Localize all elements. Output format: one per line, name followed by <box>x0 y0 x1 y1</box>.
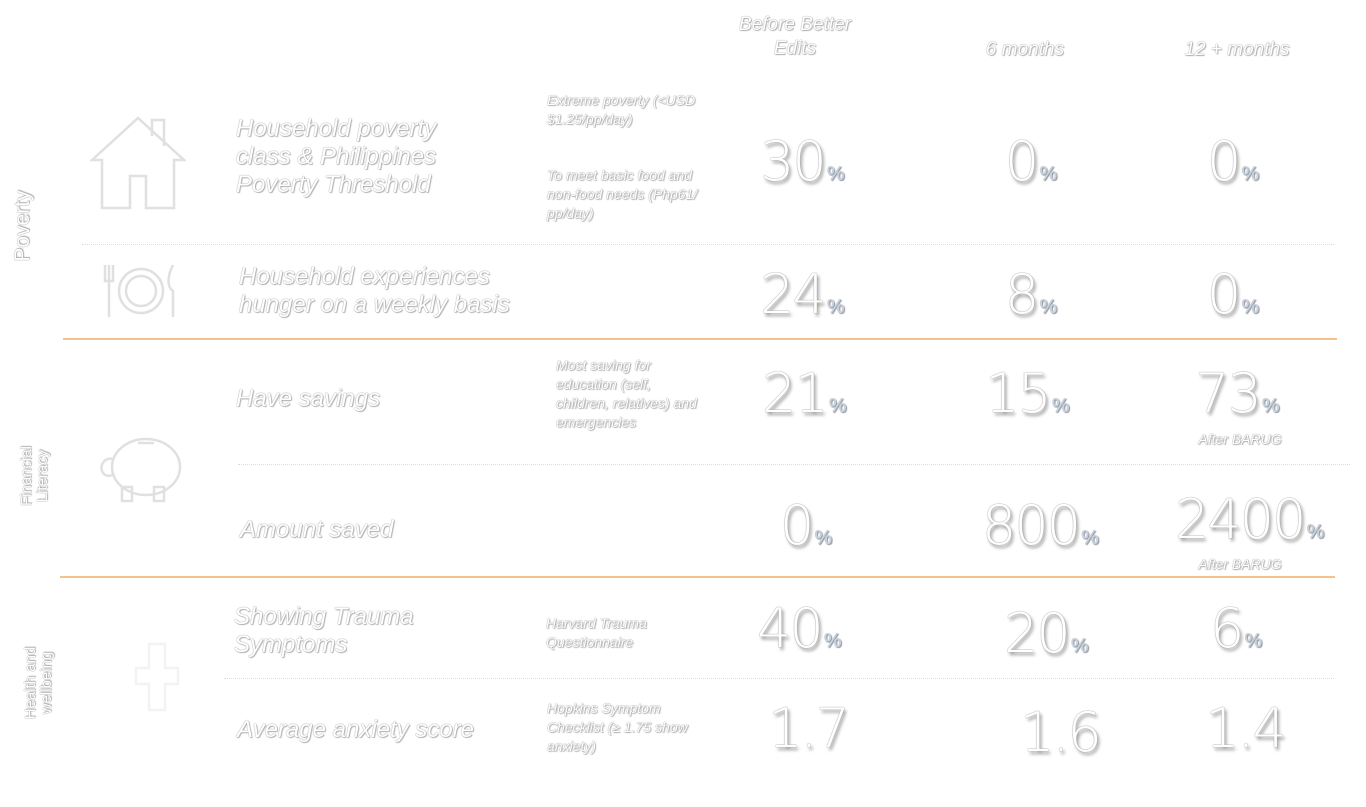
stat-amount-12-months: 2400% <box>1175 488 1324 551</box>
stat-anxiety-12-months: 1.4 <box>1205 697 1287 760</box>
stat-value: 0 <box>1207 263 1241 326</box>
section-label-poverty: Poverty <box>11 190 34 262</box>
stat-value: 1.6 <box>1020 701 1102 764</box>
stat-hunger-6-months: 8% <box>1005 263 1057 326</box>
row-label-hunger: Household experiences hunger on a weekly… <box>239 263 510 318</box>
after-barug-note: After BARUG <box>1198 431 1282 447</box>
percent-sign: % <box>1070 635 1089 657</box>
stat-value: 30 <box>760 130 827 193</box>
stat-value: 24 <box>760 263 827 326</box>
stat-hunger-12-months: 0% <box>1207 263 1259 326</box>
stat-value: 0 <box>1207 130 1241 193</box>
stat-value: 1.4 <box>1205 697 1287 760</box>
section-divider <box>60 576 1335 578</box>
stat-value: 0 <box>780 494 814 557</box>
section-label-financial-literacy: Financial Literacy <box>18 436 51 516</box>
section-label-health-line2: wellbeing <box>38 651 55 715</box>
stat-hunger-before: 24% <box>760 263 845 326</box>
note-hopkins-checklist: Hopkins Symptom Checklist (≥ 1.75 show a… <box>547 700 688 754</box>
percent-sign: % <box>1051 395 1070 417</box>
section-label-health-line1: Health and <box>22 646 39 720</box>
section-label-financial-line2: Literacy <box>34 449 51 503</box>
note-savings-purpose: Most saving for education (self, childre… <box>556 357 697 430</box>
section-label-financial-line1: Financial <box>18 445 35 507</box>
stat-poverty-12-months: 0% <box>1207 130 1259 193</box>
stat-anxiety-6-months: 1.6 <box>1020 701 1102 764</box>
percent-sign: % <box>828 395 847 417</box>
row-divider <box>238 464 1350 465</box>
stat-amount-6-months: 800% <box>982 494 1099 557</box>
note-harvard-trauma: Harvard Trauma Questionnaire <box>546 615 647 650</box>
stat-trauma-before: 40% <box>757 597 842 660</box>
stat-value: 0 <box>1005 130 1039 193</box>
house-icon <box>90 112 186 212</box>
stat-amount-before: 0% <box>780 494 832 557</box>
percent-sign: % <box>1039 296 1058 318</box>
column-header-6-months: 6 months <box>985 39 1065 60</box>
stat-poverty-6-months: 0% <box>1005 130 1057 193</box>
row-divider <box>82 244 1334 245</box>
percent-sign: % <box>1081 527 1099 549</box>
stat-trauma-12-months: 6% <box>1210 597 1262 660</box>
stat-savings-12-months: 73% <box>1195 362 1280 425</box>
stat-value: 1.7 <box>768 697 850 760</box>
row-label-have-savings: Have savings <box>236 385 381 412</box>
percent-sign: % <box>826 296 845 318</box>
percent-sign: % <box>1241 163 1260 185</box>
stat-value: 21 <box>762 362 829 425</box>
stat-value: 6 <box>1210 597 1244 660</box>
medical-cross-icon <box>132 640 182 714</box>
row-divider <box>224 678 1334 679</box>
row-label-amount-saved: Amount saved <box>240 516 394 543</box>
percent-sign: % <box>814 527 833 549</box>
stat-value: 800 <box>982 494 1081 557</box>
plate-cutlery-icon <box>103 263 179 319</box>
after-barug-note: After BARUG <box>1198 556 1282 572</box>
row-label-trauma: Showing Trauma Symptoms <box>234 603 414 658</box>
percent-sign: % <box>826 163 845 185</box>
section-label-health: Health and wellbeing <box>22 638 55 728</box>
percent-sign: % <box>1261 395 1280 417</box>
column-header-before: Before Better Edits <box>739 14 851 59</box>
stat-value: 40 <box>757 597 824 660</box>
section-divider <box>63 338 1337 340</box>
percent-sign: % <box>823 630 842 652</box>
percent-sign: % <box>1244 630 1263 652</box>
stat-value: 15 <box>985 362 1052 425</box>
stat-savings-before: 21% <box>762 362 847 425</box>
stat-value: 73 <box>1195 362 1262 425</box>
stat-value: 2400 <box>1175 488 1306 551</box>
row-label-anxiety: Average anxiety score <box>237 716 475 743</box>
stat-anxiety-before: 1.7 <box>768 697 850 760</box>
percent-sign: % <box>1306 521 1325 543</box>
percent-sign: % <box>1241 296 1260 318</box>
stat-value: 20 <box>1004 602 1071 665</box>
stat-savings-6-months: 15% <box>985 362 1070 425</box>
note-extreme-poverty: Extreme poverty (<USD $1.25/pp/day) <box>547 92 696 127</box>
note-basic-needs: To meet basic food and non-food needs (P… <box>547 167 698 221</box>
percent-sign: % <box>1039 163 1058 185</box>
stat-poverty-before: 30% <box>760 130 845 193</box>
column-header-12-months: 12 + months <box>1184 39 1290 60</box>
row-label-poverty-class: Household poverty class & Philippines Po… <box>236 115 437 198</box>
stat-value: 8 <box>1005 263 1039 326</box>
stat-trauma-6-months: 20% <box>1004 602 1089 665</box>
piggy-bank-icon <box>96 433 186 505</box>
